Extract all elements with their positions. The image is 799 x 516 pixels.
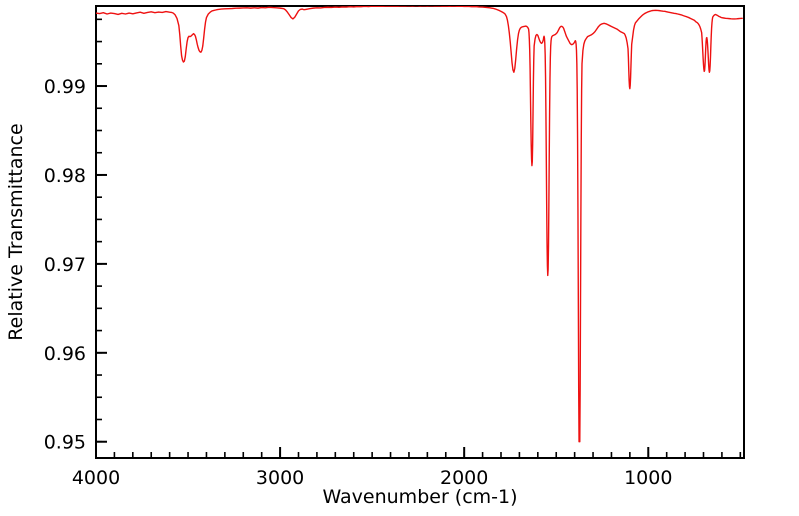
x-axis-minor-ticks <box>95 452 742 458</box>
y-axis-major-ticks <box>96 85 107 443</box>
x-tick-label: 4000 <box>72 467 120 489</box>
y-axis-tick-labels: 0.99 0.98 0.97 0.96 0.95 <box>44 76 86 454</box>
y-tick-label: 0.99 <box>44 76 86 98</box>
x-axis-major-ticks <box>95 447 650 458</box>
spectrum-line-0 <box>96 6 743 443</box>
x-axis-title: Wavenumber (cm-1) <box>322 486 517 508</box>
y-tick-label: 0.96 <box>44 343 86 365</box>
y-tick-label: 0.95 <box>44 432 86 454</box>
y-axis-title: Relative Transmittance <box>5 123 27 340</box>
x-tick-label: 1000 <box>624 467 672 489</box>
y-tick-label: 0.98 <box>44 165 86 187</box>
x-tick-label: 3000 <box>256 467 304 489</box>
x-axis-tick-labels: 4000 3000 2000 1000 <box>72 467 673 489</box>
spectrum-series-group <box>96 6 743 443</box>
x-tick-label: 2000 <box>440 467 488 489</box>
y-tick-label: 0.97 <box>44 254 86 276</box>
